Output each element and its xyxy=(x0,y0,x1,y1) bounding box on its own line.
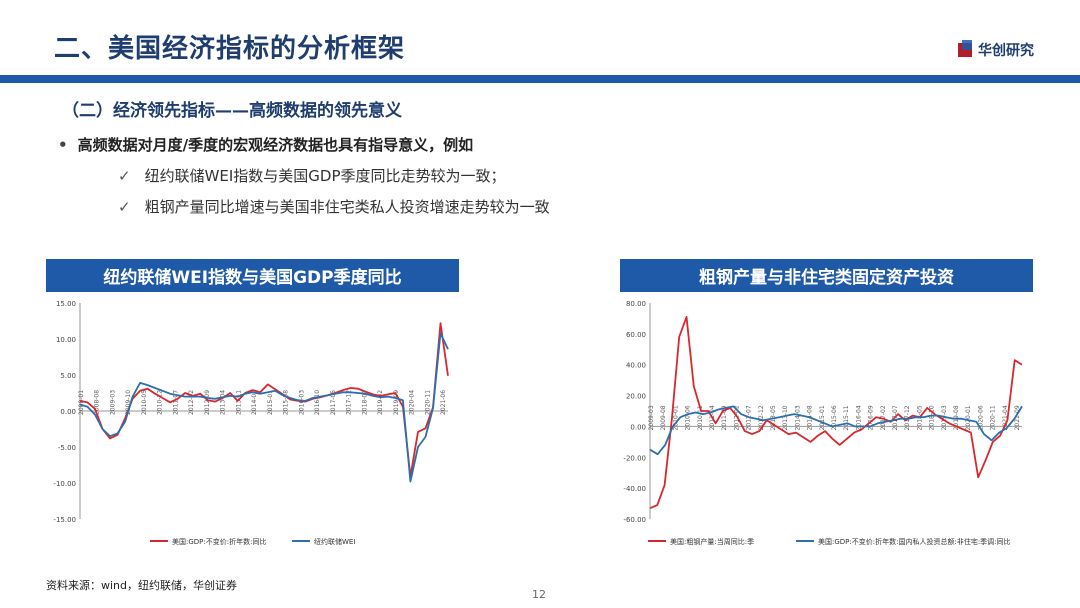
legend-label: 美国:粗钢产量:当周同比:季 xyxy=(670,537,754,546)
x-tick-label: 2015-06 xyxy=(831,405,838,430)
y-tick-label: 15.00 xyxy=(56,300,76,308)
logo-text: 华创研究 xyxy=(978,43,1034,59)
x-tick-label: 2014-03 xyxy=(794,405,801,430)
y-tick-label: 80.00 xyxy=(626,300,646,308)
x-tick-label: 2015-11 xyxy=(843,405,850,430)
x-tick-label: 2008-01 xyxy=(78,390,85,415)
y-tick-label: 0.00 xyxy=(60,408,76,416)
source-note: 资料来源：wind，纽约联储，华创证券 xyxy=(46,579,238,592)
brand-logo: 华创研究 xyxy=(958,40,1034,60)
checkmark-icon: ✓ xyxy=(118,198,131,216)
y-tick-label: 0.00 xyxy=(630,423,646,431)
y-tick-label: -10.00 xyxy=(53,480,76,488)
bullet-dot-icon: • xyxy=(58,136,68,154)
y-tick-label: -40.00 xyxy=(623,485,646,493)
x-tick-label: 2012-02 xyxy=(188,390,195,415)
x-tick-label: 2009-03 xyxy=(648,405,655,430)
x-tick-label: 2013-04 xyxy=(220,390,227,415)
x-tick-label: 2019-02 xyxy=(377,390,384,415)
series-line-2 xyxy=(649,405,1023,456)
x-tick-label: 2013-11 xyxy=(235,390,242,415)
y-tick-label: 10.00 xyxy=(56,336,76,344)
x-tick-label: 2021-06 xyxy=(440,390,447,415)
bullet-text: 高频数据对月度/季度的宏观经济数据也具有指导意义，例如 xyxy=(77,136,474,154)
page-number: 12 xyxy=(532,588,546,601)
series-line-1 xyxy=(649,315,1023,510)
x-tick-label: 2013-10 xyxy=(782,405,789,430)
x-tick-label: 2010-12 xyxy=(157,390,164,415)
x-tick-label: 2020-06 xyxy=(977,405,984,430)
check-item-1: ✓ 纽约联储WEI指数与美国GDP季度同比走势较为一致； xyxy=(118,165,506,186)
x-tick-label: 2009-03 xyxy=(109,390,116,415)
series-line-1 xyxy=(79,322,449,478)
x-tick-label: 2010-01 xyxy=(672,405,679,430)
x-tick-label: 2015-01 xyxy=(267,390,274,415)
x-tick-label: 2011-09 xyxy=(721,405,728,430)
x-tick-label: 2016-10 xyxy=(314,390,321,415)
x-tick-label: 2008-08 xyxy=(94,390,101,415)
y-tick-label: 5.00 xyxy=(60,372,76,380)
y-tick-label: 40.00 xyxy=(626,362,646,370)
y-tick-label: -20.00 xyxy=(623,454,646,462)
y-tick-label: -60.00 xyxy=(623,516,646,524)
section-title: （二）经济领先指标——高频数据的领先意义 xyxy=(62,101,402,121)
y-tick-label: 20.00 xyxy=(626,393,646,401)
y-tick-label: -5.00 xyxy=(58,444,76,452)
x-tick-label: 2018-07 xyxy=(361,390,368,415)
left-chart-title: 纽约联储WEI指数与美国GDP季度同比 xyxy=(46,259,459,292)
x-tick-label: 2010-05 xyxy=(141,390,148,415)
x-tick-label: 2016-03 xyxy=(298,390,305,415)
series-line-2 xyxy=(79,332,449,483)
x-tick-label: 2016-04 xyxy=(855,405,862,430)
x-tick-label: 2021-09 xyxy=(1014,405,1021,430)
header-rule xyxy=(0,75,1080,83)
x-tick-label: 2020-11 xyxy=(990,405,997,430)
x-tick-label: 2017-12 xyxy=(346,390,353,415)
x-tick-label: 2020-04 xyxy=(409,390,416,415)
y-tick-label: 60.00 xyxy=(626,331,646,339)
y-tick-label: -15.00 xyxy=(53,516,76,524)
x-tick-label: 2010-06 xyxy=(685,405,692,430)
x-tick-label: 2018-10 xyxy=(929,405,936,430)
x-tick-label: 2020-01 xyxy=(965,405,972,430)
x-tick-label: 2012-12 xyxy=(758,405,765,430)
legend-label: 美国:GDP:不变价:折年数:国内私人投资总额:非住宅:季调:同比 xyxy=(818,537,1011,546)
x-tick-label: 2021-04 xyxy=(1002,405,1009,430)
x-tick-label: 2009-08 xyxy=(660,405,667,430)
x-tick-label: 2015-08 xyxy=(283,390,290,415)
right-chart-title: 粗钢产量与非住宅类固定资产投资 xyxy=(620,259,1033,292)
right-line-chart: 80.00 60.00 40.00 20.00 0.00 -20.00 -40.00 -60.… xyxy=(623,300,1023,546)
check-item-text: 粗钢产量同比增速与美国非住宅类私人投资增速走势较为一致 xyxy=(144,198,550,216)
x-tick-label: 2016-09 xyxy=(868,405,875,430)
left-line-chart: 15.00 10.00 5.00 0.00 -5.00 -10.00 -15.00 2008-… xyxy=(53,300,449,546)
legend-label: 纽约联储WEI xyxy=(314,537,355,546)
checkmark-icon: ✓ xyxy=(118,167,131,185)
x-tick-label: 2014-06 xyxy=(251,390,258,415)
page-title: 二、美国经济指标的分析框架 xyxy=(54,34,406,64)
bullet-point: • 高频数据对月度/季度的宏观经济数据也具有指导意义，例如 xyxy=(58,134,473,155)
check-item-text: 纽约联储WEI指数与美国GDP季度同比走势较为一致； xyxy=(144,167,506,185)
x-tick-label: 2019-09 xyxy=(393,390,400,415)
x-tick-label: 2019-03 xyxy=(941,405,948,430)
x-tick-label: 2009-10 xyxy=(125,390,132,415)
x-tick-label: 2011-07 xyxy=(172,390,179,415)
x-tick-label: 2015-01 xyxy=(819,405,826,430)
x-tick-label: 2010-11 xyxy=(697,405,704,430)
x-tick-label: 2017-05 xyxy=(330,390,337,415)
legend-label: 美国:GDP:不变价:折年数:同比 xyxy=(172,537,266,546)
x-tick-label: 2020-11 xyxy=(424,390,431,415)
check-item-2: ✓ 粗钢产量同比增速与美国非住宅类私人投资增速走势较为一致 xyxy=(118,196,550,217)
x-tick-label: 2012-09 xyxy=(204,390,211,415)
logo-icon xyxy=(958,40,972,57)
